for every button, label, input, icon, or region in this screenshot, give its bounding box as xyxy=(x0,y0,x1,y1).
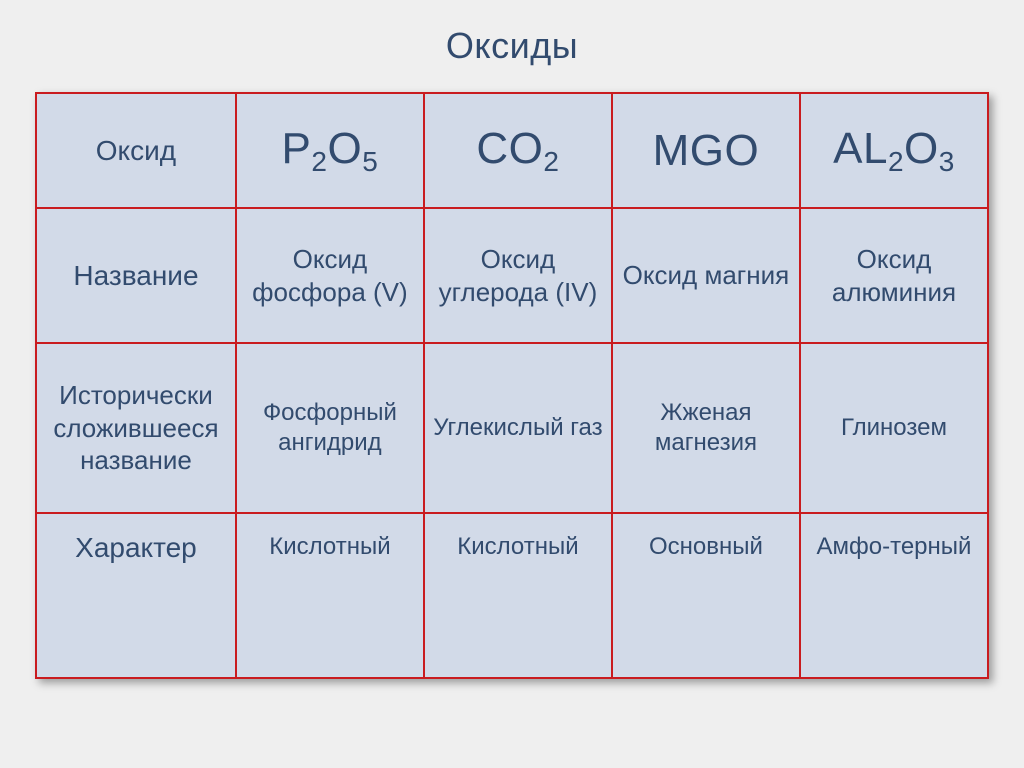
f-part: O xyxy=(904,124,939,173)
name-cell: Оксид углерода (IV) xyxy=(424,208,612,343)
row-label-formula: Оксид xyxy=(36,93,236,208)
table-row: Название Оксид фосфора (V) Оксид углерод… xyxy=(36,208,988,343)
historical-cell: Углекислый газ xyxy=(424,343,612,513)
table-row: Характер Кислотный Кислотный Основный Ам… xyxy=(36,513,988,678)
table-row: Исторически сложившееся название Фосфорн… xyxy=(36,343,988,513)
row-label-character: Характер xyxy=(36,513,236,678)
name-cell: Оксид фосфора (V) xyxy=(236,208,424,343)
table-wrapper: Оксид P2O5 CO2 MGO AL2O3 Название Оксид … xyxy=(35,92,989,679)
formula-cell: AL2O3 xyxy=(800,93,988,208)
formula-cell: CO2 xyxy=(424,93,612,208)
character-cell: Кислотный xyxy=(236,513,424,678)
f-sub: 2 xyxy=(543,146,559,177)
f-part: P xyxy=(282,124,312,173)
oxides-table: Оксид P2O5 CO2 MGO AL2O3 Название Оксид … xyxy=(35,92,989,679)
historical-cell: Глинозем xyxy=(800,343,988,513)
f-part: AL xyxy=(833,124,888,173)
row-label-name: Название xyxy=(36,208,236,343)
name-cell: Оксид алюминия xyxy=(800,208,988,343)
formula-cell: P2O5 xyxy=(236,93,424,208)
slide: Оксиды Оксид P2O5 CO2 MGO AL2O3 xyxy=(0,0,1024,768)
name-cell: Оксид магния xyxy=(612,208,800,343)
f-sub: 3 xyxy=(939,146,955,177)
character-cell: Кислотный xyxy=(424,513,612,678)
row-label-historical: Исторически сложившееся название xyxy=(36,343,236,513)
character-cell: Амфо-терный xyxy=(800,513,988,678)
f-sub: 2 xyxy=(888,146,904,177)
character-cell: Основный xyxy=(612,513,800,678)
f-sub: 2 xyxy=(311,146,327,177)
table-row: Оксид P2O5 CO2 MGO AL2O3 xyxy=(36,93,988,208)
historical-cell: Фосфорный ангидрид xyxy=(236,343,424,513)
formula-cell: MGO xyxy=(612,93,800,208)
f-part: CO xyxy=(476,124,543,173)
page-title: Оксиды xyxy=(0,25,1024,67)
f-part: MGO xyxy=(653,126,760,175)
f-sub: 5 xyxy=(362,146,378,177)
historical-cell: Жженая магнезия xyxy=(612,343,800,513)
f-part: O xyxy=(327,124,362,173)
